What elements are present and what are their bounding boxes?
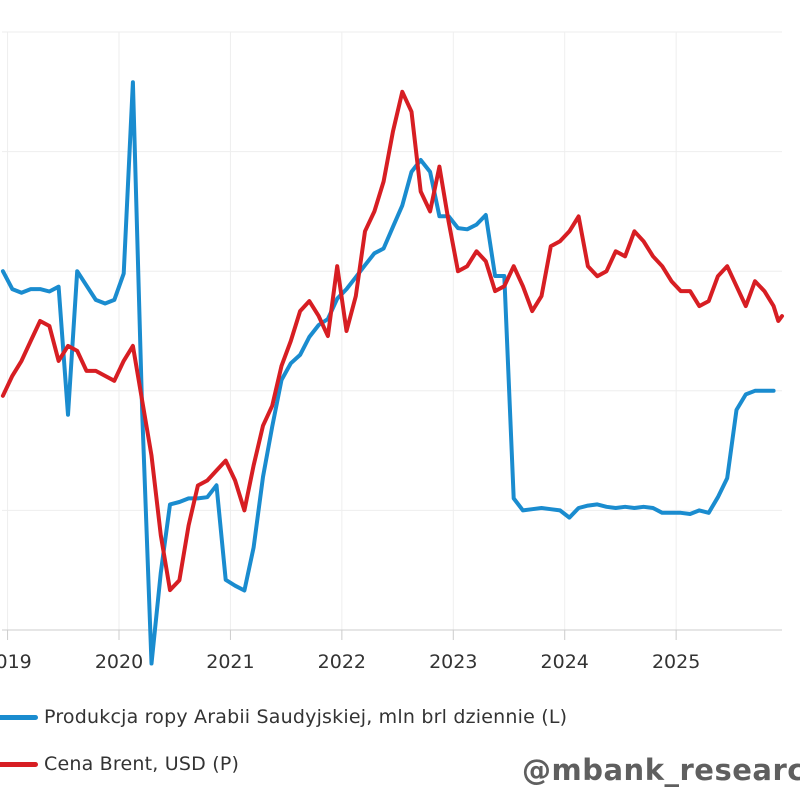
legend-label-production: Produkcja ropy Arabii Saudyjskiej, mln b…	[44, 706, 568, 728]
series-lines	[0, 80, 784, 666]
legend-swatch-brent	[0, 761, 38, 767]
legend-swatch-production	[0, 714, 38, 720]
series-line-production	[0, 80, 776, 666]
x-tick-label: 2023	[429, 651, 477, 673]
x-tick-label: 2025	[652, 651, 700, 673]
line-chart: 2019 2020 2021 2022 2023 2024 2025	[0, 31, 784, 673]
series-line-brent	[0, 89, 784, 593]
x-axis: 2019 2020 2021 2022 2023 2024 2025	[0, 629, 782, 673]
x-tick-label: 2022	[318, 651, 366, 673]
legend-item-brent[interactable]: Cena Brent, USD (P)	[0, 749, 239, 779]
legend-item-production[interactable]: Produkcja ropy Arabii Saudyjskiej, mln b…	[0, 702, 567, 732]
legend-label-brent: Cena Brent, USD (P)	[44, 753, 240, 775]
x-tick-label: 2021	[206, 651, 254, 673]
grid-lines	[2, 31, 782, 631]
x-tick-label: 2024	[541, 651, 589, 673]
x-tick-label: 2019	[0, 651, 32, 673]
x-tick-label: 2020	[95, 651, 143, 673]
watermark: @mbank_research	[522, 753, 800, 787]
